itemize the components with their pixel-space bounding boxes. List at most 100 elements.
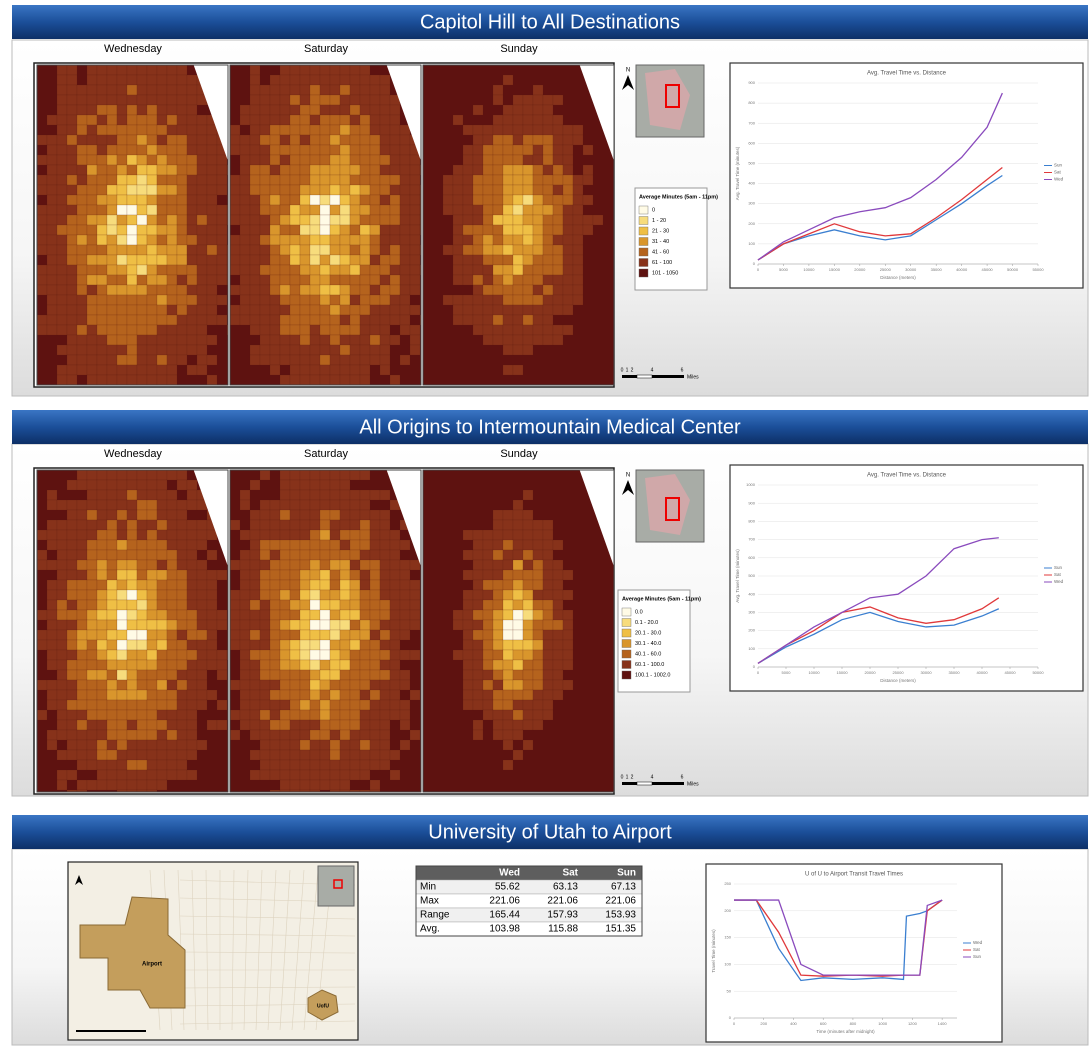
map-cell — [512, 304, 524, 316]
map-cell — [76, 719, 88, 731]
map-cell — [389, 164, 401, 176]
table-cell: 221.06 — [605, 896, 636, 907]
map-cell — [359, 244, 371, 256]
map-cell — [206, 649, 218, 661]
map-cell — [462, 154, 474, 166]
map-cell — [309, 344, 321, 356]
map-cell — [176, 204, 188, 216]
map-cell — [512, 124, 524, 136]
map-cell — [359, 649, 371, 661]
map-cell — [339, 719, 351, 731]
map-cell — [36, 204, 48, 216]
map-cell — [76, 779, 88, 791]
map-cell — [472, 699, 484, 711]
map-cell — [206, 144, 218, 156]
table-cell: 67.13 — [611, 882, 636, 893]
map-cell — [512, 104, 524, 116]
map-cell — [472, 579, 484, 591]
map-cell — [146, 344, 158, 356]
y-tick-label: 250 — [724, 881, 731, 886]
map-panel — [36, 64, 229, 386]
map-cell — [176, 499, 188, 511]
map-cell — [186, 314, 198, 326]
map-cell — [269, 559, 281, 571]
map-cell — [462, 649, 474, 661]
map-road — [179, 915, 356, 920]
map-cell — [309, 234, 321, 246]
map-cell — [86, 629, 98, 641]
map-cell — [166, 579, 178, 591]
map-cell — [359, 134, 371, 146]
map-cell — [96, 224, 108, 236]
map-cell — [126, 364, 138, 376]
map-cell — [259, 719, 271, 731]
map-cell — [452, 609, 464, 621]
map-cell — [562, 124, 574, 136]
map-cell — [472, 274, 484, 286]
map-cell — [259, 224, 271, 236]
map-cell — [229, 729, 241, 741]
map-cell — [502, 324, 514, 336]
map-cell — [512, 184, 524, 196]
map-cell — [196, 669, 208, 681]
map-cell — [269, 679, 281, 691]
map-cell — [239, 489, 251, 501]
map-cell — [329, 274, 341, 286]
map-cell — [522, 659, 534, 671]
map-cell — [522, 739, 534, 751]
map-cell — [409, 559, 421, 571]
map-cell — [249, 64, 261, 76]
map-cell — [369, 104, 381, 116]
map-cell — [492, 629, 504, 641]
table-cell: 153.93 — [605, 910, 636, 921]
map-cell — [442, 174, 454, 186]
map-cell — [96, 244, 108, 256]
map-cell — [146, 224, 158, 236]
map-cell — [186, 529, 198, 541]
map-cell — [106, 539, 118, 551]
map-cell — [452, 619, 464, 631]
map-cell — [329, 334, 341, 346]
map-cell — [259, 729, 271, 741]
map-cell — [106, 364, 118, 376]
map-cell — [389, 669, 401, 681]
map-cell — [96, 769, 108, 781]
map-cell — [136, 254, 148, 266]
map-cell — [309, 244, 321, 256]
map-cell — [96, 314, 108, 326]
map-cell — [76, 124, 88, 136]
map-cell — [196, 174, 208, 186]
map-cell — [66, 519, 78, 531]
map-cell — [86, 254, 98, 266]
map-cell — [176, 84, 188, 96]
map-cell — [309, 699, 321, 711]
map-cell — [96, 749, 108, 761]
map-cell — [146, 469, 158, 481]
map-cell — [186, 364, 198, 376]
map-cell — [229, 214, 241, 226]
map-cell — [116, 134, 128, 146]
map-cell — [522, 324, 534, 336]
map-cell — [492, 134, 504, 146]
map-cell — [389, 174, 401, 186]
map-cell — [146, 374, 158, 386]
map-cell — [156, 709, 168, 721]
map-cell — [482, 294, 494, 306]
map-cell — [146, 64, 158, 76]
map-cell — [462, 124, 474, 136]
map-cell — [512, 499, 524, 511]
map-cell — [482, 144, 494, 156]
map-cell — [289, 479, 301, 491]
map-cell — [136, 499, 148, 511]
map-cell — [86, 729, 98, 741]
map-cell — [96, 549, 108, 561]
map-cell — [259, 214, 271, 226]
map-cell — [319, 124, 331, 136]
map-cell — [106, 639, 118, 651]
x-tick-label: 5000 — [782, 670, 792, 675]
map-border — [422, 64, 615, 386]
map-cell — [96, 619, 108, 631]
map-cell — [319, 469, 331, 481]
map-cell — [249, 84, 261, 96]
map-cell — [76, 469, 88, 481]
